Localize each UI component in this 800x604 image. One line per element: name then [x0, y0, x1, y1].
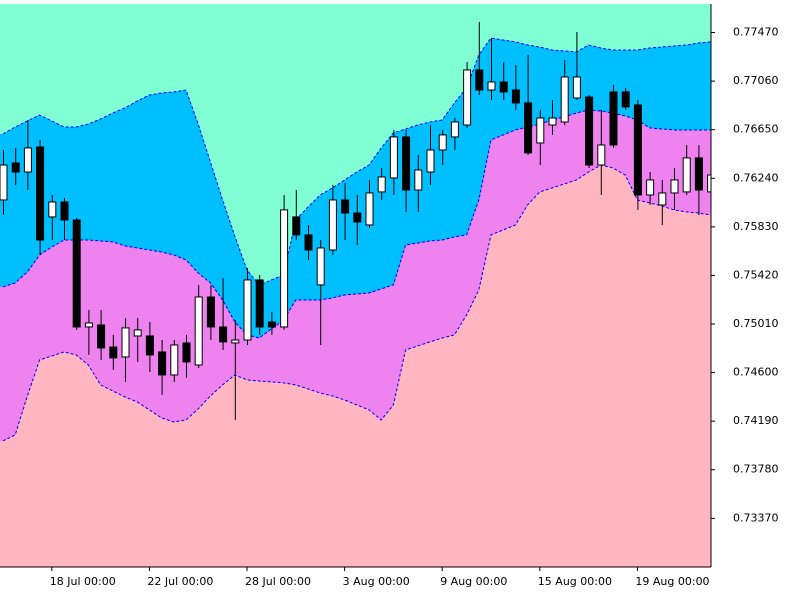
candle-body: [585, 96, 594, 166]
candle-body: [609, 91, 618, 146]
candle-body: [255, 279, 264, 328]
candle-body: [170, 344, 179, 376]
candle-body: [121, 327, 130, 358]
candle-body: [572, 76, 581, 99]
y-tick-label: 0.75420: [733, 268, 779, 281]
candle-body: [682, 157, 691, 193]
candle-body: [414, 169, 423, 191]
candle-body: [402, 136, 411, 191]
candle-body: [97, 324, 106, 349]
candle-body: [194, 296, 203, 366]
candle-body: [426, 149, 435, 173]
candle-body: [267, 321, 276, 328]
candle-body: [206, 296, 215, 328]
candle-body: [646, 179, 655, 196]
x-tick-label: 28 Jul 00:00: [245, 575, 311, 588]
candle-body: [182, 342, 191, 363]
candle-body: [475, 69, 484, 91]
candle-body: [48, 201, 57, 218]
candle-body: [219, 326, 228, 343]
candle-body: [621, 91, 630, 108]
candle-body: [597, 144, 606, 166]
candle-body: [658, 192, 667, 206]
candle-body: [23, 147, 32, 173]
x-tick-label: 3 Aug 00:00: [343, 575, 410, 588]
y-tick-label: 0.76650: [733, 123, 779, 136]
candle-body: [487, 81, 496, 91]
candle-body: [499, 81, 508, 93]
y-tick-label: 0.74190: [733, 414, 779, 427]
candle-body: [438, 134, 447, 151]
candle-body: [304, 234, 313, 251]
candle-body: [341, 199, 350, 214]
y-tick-label: 0.77060: [733, 74, 779, 87]
x-tick-label: 15 Aug 00:00: [538, 575, 612, 588]
candle-body: [11, 162, 20, 173]
y-tick-label: 0.77470: [733, 26, 779, 39]
y-tick-label: 0.75830: [733, 220, 779, 233]
candle-body: [548, 117, 557, 126]
candle-body: [377, 176, 386, 193]
candle-body: [231, 339, 240, 344]
candle-body: [536, 117, 545, 144]
candle-body: [694, 157, 703, 191]
candle-body: [511, 89, 520, 104]
x-tick-label: 22 Jul 00:00: [147, 575, 213, 588]
candle-body: [463, 69, 472, 126]
candle-body: [145, 335, 154, 356]
axes: 0.73370 0.73780 0.74190 0.74600 0.75010 0.754…: [0, 4, 779, 588]
band-line-upper: [2, 37, 711, 286]
candle-body: [133, 329, 142, 337]
y-tick-label: 0.75010: [733, 317, 779, 330]
candle-body: [328, 199, 337, 251]
x-tick-label: 19 Aug 00:00: [635, 575, 709, 588]
candle-body: [365, 192, 374, 226]
band-lower: [0, 165, 711, 567]
candle-body: [158, 351, 167, 376]
y-tick-label: 0.74600: [733, 366, 779, 379]
plot-area: [0, 4, 711, 567]
candle-body: [280, 209, 289, 328]
y-tick-label: 0.73370: [733, 511, 779, 524]
candle-body: [292, 216, 301, 236]
x-tick-label: 9 Aug 00:00: [440, 575, 507, 588]
candle-body: [72, 219, 81, 328]
candle-body: [316, 247, 325, 286]
band-line-middle: [2, 109, 711, 339]
band-line-lower: [2, 164, 711, 442]
candle-body: [524, 102, 533, 154]
candle-body: [0, 164, 8, 201]
candle-body: [243, 279, 252, 341]
candle-body: [36, 146, 45, 241]
x-tick-label: 18 Jul 00:00: [50, 575, 116, 588]
candle-body: [633, 104, 642, 196]
candle-body: [353, 212, 362, 223]
y-tick-label: 0.73780: [733, 463, 779, 476]
candle-body: [707, 174, 711, 193]
candle-body: [60, 201, 69, 221]
candle-body: [84, 322, 93, 328]
candle-body: [450, 121, 459, 138]
y-tick-label: 0.76240: [733, 171, 779, 184]
candle-body: [560, 76, 569, 123]
candle-body: [670, 179, 679, 194]
candle-body: [109, 346, 118, 359]
candle-body: [389, 136, 398, 179]
